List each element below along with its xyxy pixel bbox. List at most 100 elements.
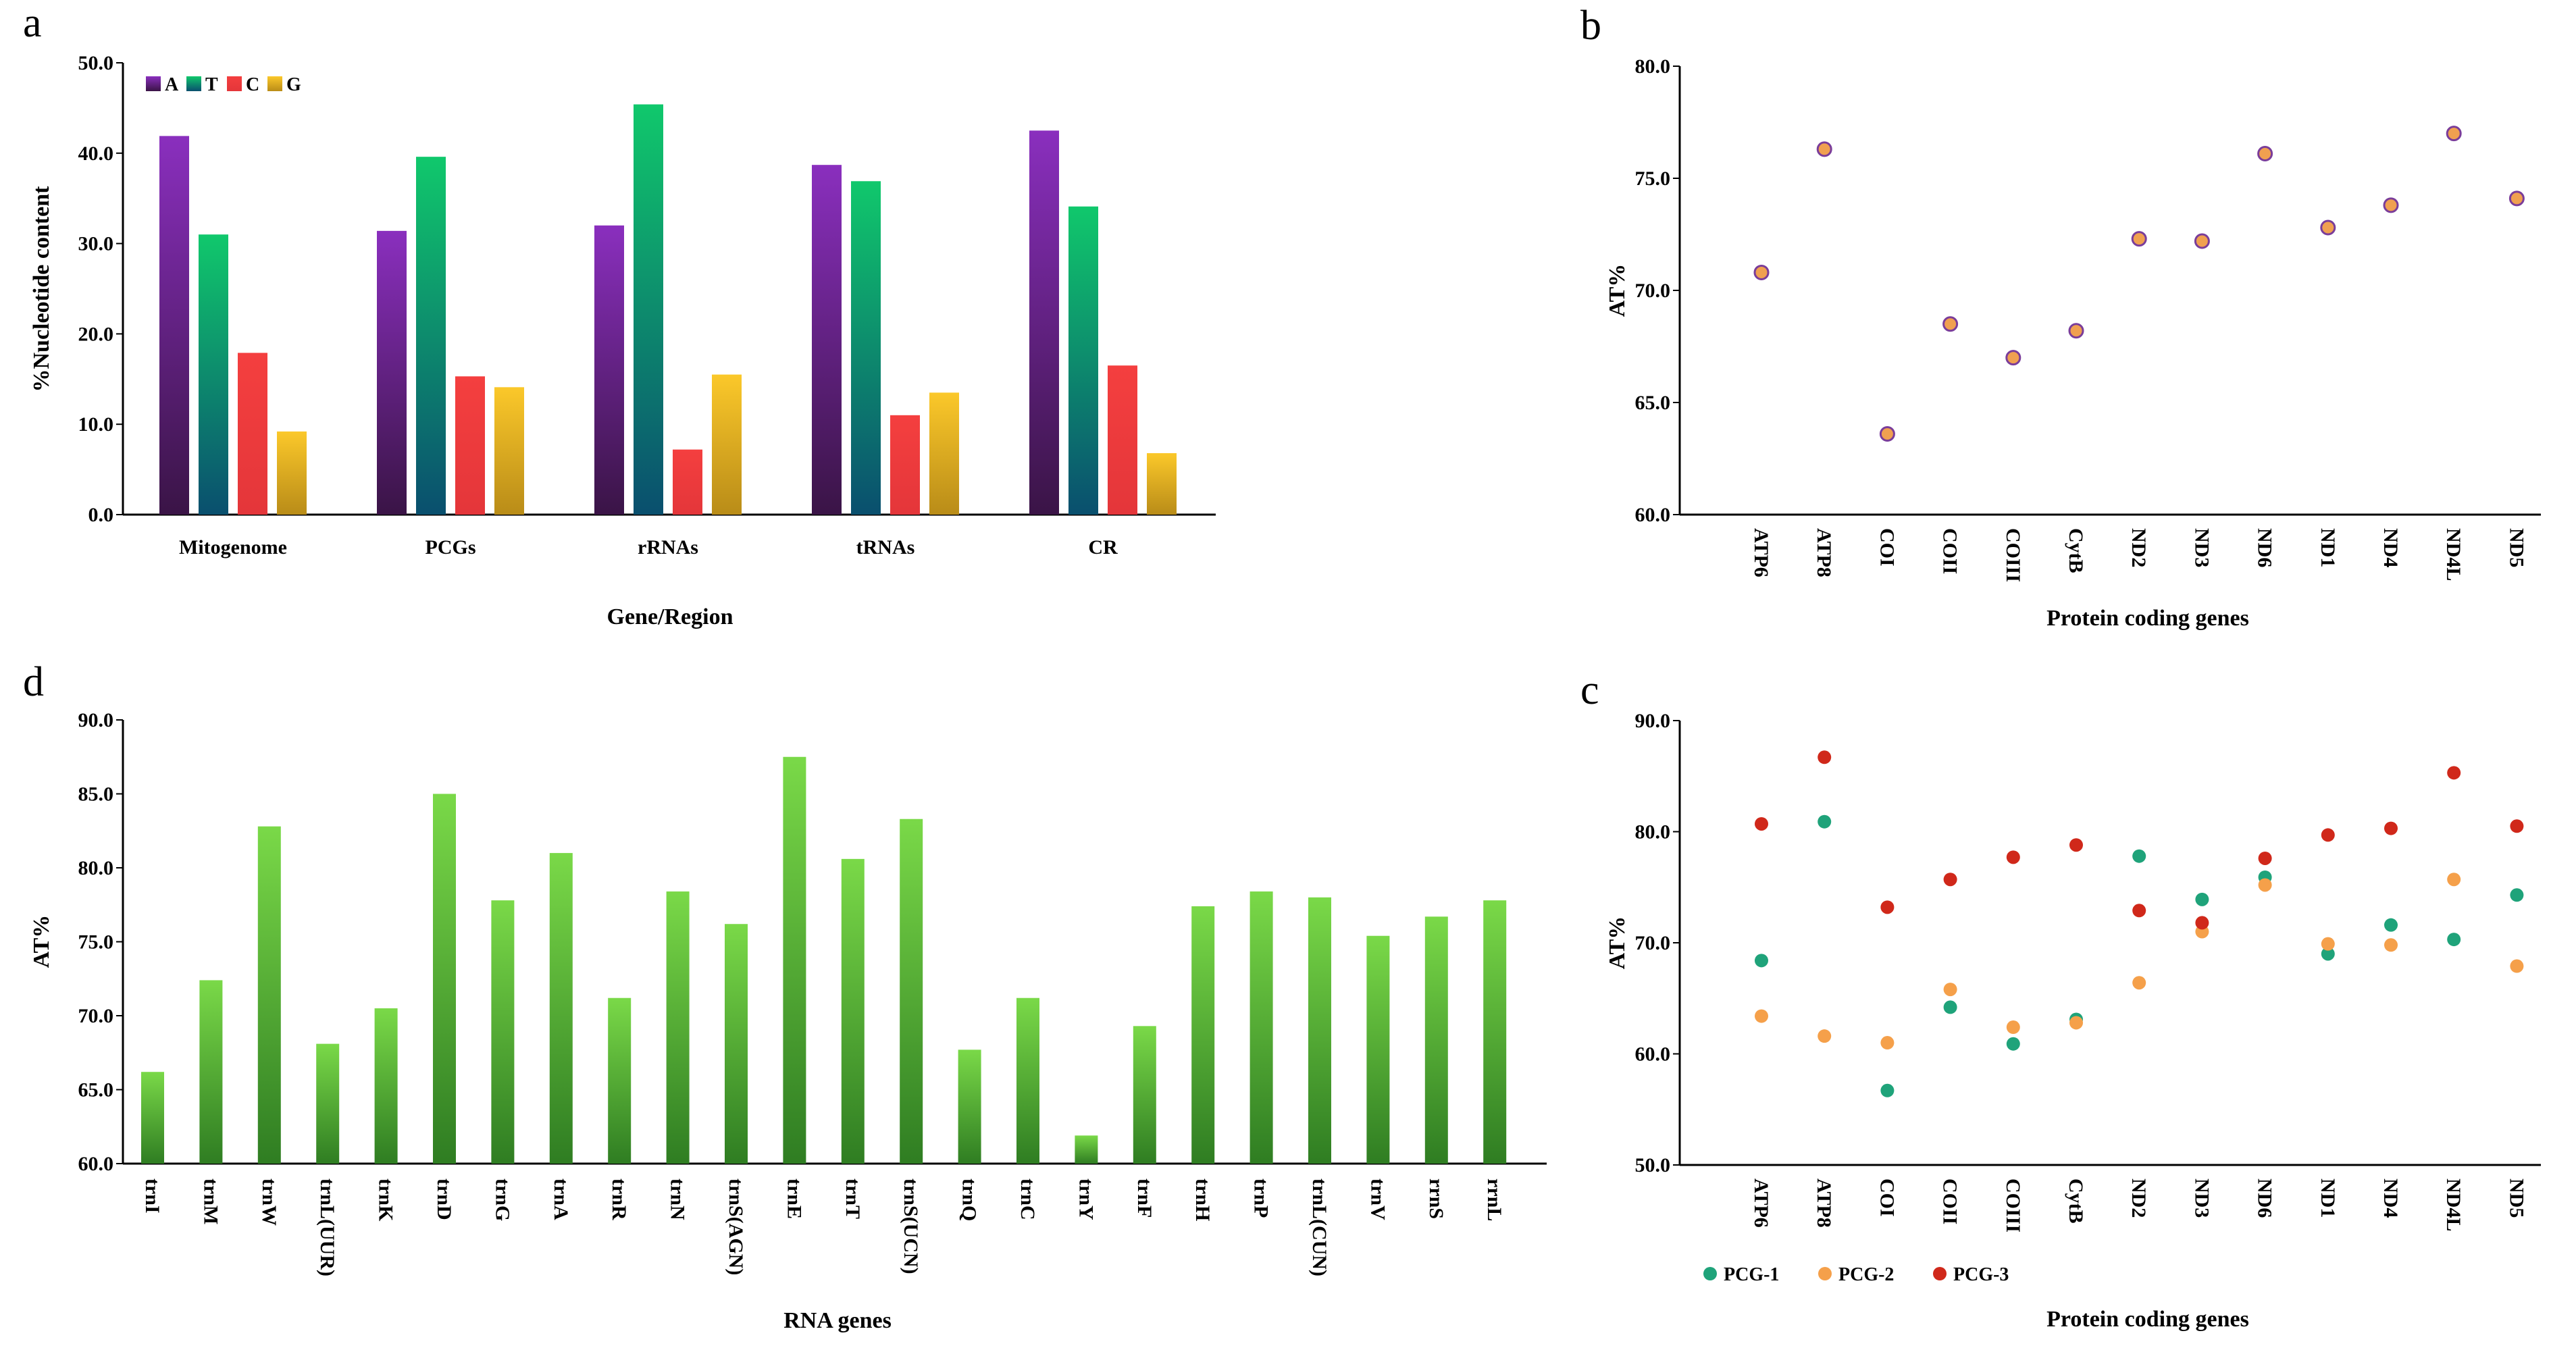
x-tick-label-b: ND4 [2379, 528, 2402, 567]
bar-t-pcgs [416, 157, 446, 515]
x-tick-label-a: Mitogenome [179, 536, 287, 559]
bar-trns(agn) [725, 924, 748, 1164]
point-pcg-3-coiii [2006, 850, 2020, 864]
y-tick-label-b: 60.0 [1635, 504, 1671, 526]
bar-trnl(uur) [316, 1043, 340, 1164]
point-pcg-3-nd6 [2258, 851, 2272, 865]
x-tick-label-b: ND4L [2442, 528, 2465, 581]
x-tick-label-d: trnA [550, 1178, 572, 1220]
point-at-nd3 [2194, 233, 2210, 249]
point-pcg-3-atp6 [1755, 816, 1768, 831]
bar-t-rrnas [634, 104, 663, 515]
point-pcg-1-nd3 [2195, 892, 2209, 906]
bar-t-cr [1068, 206, 1098, 515]
point-at-coiii [2005, 350, 2021, 366]
y-axis-title-a: %Nucleotide content [29, 186, 54, 392]
x-tick-label-c: ATP8 [1813, 1178, 1835, 1228]
y-axis-title-b: AT% [1605, 264, 1630, 317]
x-tick-label-b: ATP6 [1750, 528, 1772, 577]
x-tick-label-d: trnV [1366, 1178, 1389, 1220]
x-tick-label-c: ND5 [2505, 1178, 2527, 1218]
x-tick-label-d: rrnS [1425, 1178, 1447, 1219]
point-pcg-3-atp8 [1818, 750, 1832, 764]
x-tick-label-c: ND6 [2254, 1178, 2276, 1218]
x-tick-label-d: trnL(UUR) [316, 1178, 338, 1276]
x-tick-label-d: trnY [1075, 1178, 1097, 1220]
point-pcg-3-nd3 [2195, 916, 2209, 930]
bar-a-trnas [812, 165, 842, 515]
y-tick-label-b: 65.0 [1635, 392, 1671, 414]
y-tick-label-d: 75.0 [78, 931, 114, 954]
y-tick-label-b: 70.0 [1635, 280, 1671, 302]
legend-marker-pcg-3 [1933, 1267, 1947, 1280]
bar-trnp [1250, 891, 1273, 1164]
legend-marker-pcg-1 [1703, 1267, 1717, 1280]
y-tick-label-a: 20.0 [78, 323, 114, 345]
bar-trne [783, 756, 806, 1164]
x-tick-label-b: ND3 [2190, 528, 2213, 567]
y-tick-label-c: 60.0 [1635, 1043, 1671, 1066]
point-pcg-3-coii [1943, 873, 1957, 887]
bar-g-pcgs [494, 387, 524, 515]
x-tick-label-b: COII [1939, 528, 1961, 574]
point-at-coi [1879, 425, 1895, 442]
x-tick-label-d: trnL(CUN) [1308, 1178, 1331, 1276]
bar-g-mitogenome [277, 431, 307, 515]
x-tick-label-d: trnR [608, 1178, 630, 1220]
bar-g-rrnas [712, 374, 742, 515]
point-at-cytb [2068, 323, 2084, 339]
chart-panel-b: 60.0 65.0 70.0 75.0 80.0 ATP6 ATP8 COI COII COIII… [1605, 55, 2541, 631]
x-tick-label-a: CR [1088, 536, 1118, 559]
x-tick-label-d: trnH [1191, 1178, 1214, 1221]
point-at-nd6 [2257, 145, 2273, 161]
legend-swatch-t [186, 76, 201, 91]
y-tick-label-a: 10.0 [78, 413, 114, 436]
x-tick-label-c: COII [1939, 1178, 1961, 1224]
x-axis-title-c: Protein coding genes [2046, 1307, 2249, 1332]
legend-swatch-g [267, 76, 282, 91]
y-tick-label-b: 75.0 [1635, 167, 1671, 190]
point-pcg-1-atp8 [1818, 814, 1832, 829]
bar-trnq [958, 1049, 981, 1164]
x-tick-label-b: ND2 [2128, 528, 2150, 567]
legend-swatch-c [227, 76, 242, 91]
bar-trnr [608, 997, 632, 1164]
x-tick-label-c: ND3 [2190, 1178, 2213, 1218]
bar-c-cr [1108, 365, 1137, 515]
y-tick-label-a: 50.0 [78, 52, 114, 74]
point-pcg-2-nd5 [2510, 959, 2524, 973]
x-tick-label-d: trnT [842, 1178, 864, 1219]
x-tick-label-b: ND6 [2254, 528, 2276, 567]
y-tick-label-c: 90.0 [1635, 710, 1671, 732]
point-at-nd4l [2446, 126, 2462, 142]
x-tick-label-b: COI [1876, 528, 1898, 567]
y-tick-label-d: 70.0 [78, 1005, 114, 1027]
x-tick-label-d: trnN [667, 1178, 689, 1220]
point-at-nd4 [2383, 197, 2399, 213]
point-pcg-2-coii [1943, 983, 1957, 997]
x-axis-title-b: Protein coding genes [2046, 606, 2249, 631]
x-tick-label-c: ND1 [2317, 1178, 2339, 1218]
x-tick-label-b: CytB [2065, 528, 2087, 573]
bar-t-mitogenome [199, 234, 228, 515]
bar-c-rrnas [673, 449, 702, 515]
bar-trng [491, 900, 515, 1164]
point-pcg-3-nd4l [2447, 766, 2461, 780]
point-pcg-2-atp8 [1818, 1029, 1832, 1043]
x-tick-label-d: trnG [491, 1178, 513, 1221]
y-axis-title-c: AT% [1605, 916, 1630, 970]
point-pcg-1-coiii [2006, 1037, 2020, 1051]
point-pcg-2-nd4 [2384, 938, 2398, 952]
legend-label-c: C [246, 74, 259, 95]
y-tick-label-d: 90.0 [78, 709, 114, 731]
x-tick-label-c: ND4 [2379, 1178, 2402, 1218]
bar-g-trnas [929, 392, 959, 515]
bar-trnt [841, 858, 865, 1164]
bar-a-mitogenome [159, 136, 189, 515]
x-axis-title-a: Gene/Region [607, 604, 733, 629]
y-tick-label-d: 80.0 [78, 857, 114, 879]
bar-trnf [1133, 1026, 1156, 1164]
bar-rrnl [1483, 900, 1507, 1164]
bar-trns(ucn) [900, 819, 923, 1164]
